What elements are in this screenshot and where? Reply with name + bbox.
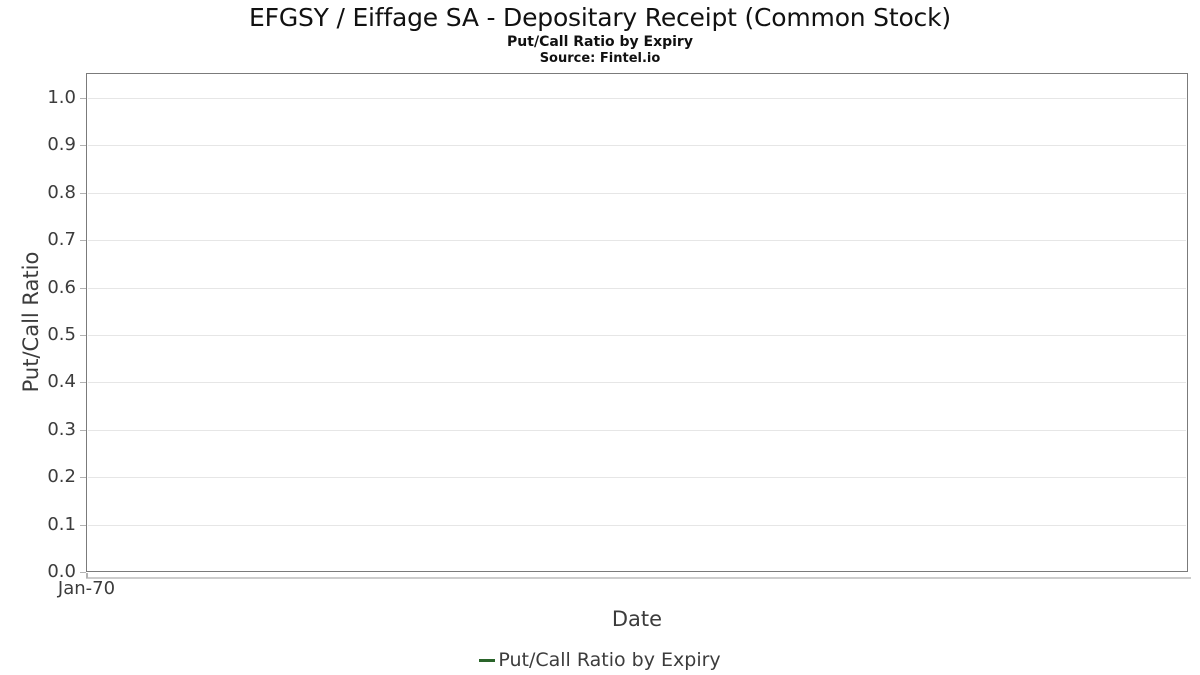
gridline xyxy=(88,145,1186,147)
y-tick-mark xyxy=(80,429,86,431)
y-tick-mark xyxy=(80,335,86,336)
y-tick-label: 0.4 xyxy=(47,371,76,393)
gridline xyxy=(88,477,1186,479)
y-tick-mark xyxy=(80,524,86,526)
y-tick-mark xyxy=(80,572,86,573)
y-tick-label: 0.7 xyxy=(47,229,76,251)
y-tick-mark xyxy=(80,287,86,289)
legend: Put/Call Ratio by Expiry xyxy=(0,647,1200,673)
y-tick-mark xyxy=(80,98,86,99)
gridline xyxy=(88,240,1186,242)
y-tick-label: 0.2 xyxy=(47,466,76,488)
legend-series-label: Put/Call Ratio by Expiry xyxy=(498,649,721,671)
y-tick-label: 0.6 xyxy=(47,276,76,298)
chart-subtitle: Put/Call Ratio by Expiry xyxy=(507,34,693,50)
gridline xyxy=(88,192,1186,194)
gridline xyxy=(88,335,1186,336)
y-tick-mark xyxy=(80,192,86,194)
x-axis-underline xyxy=(86,577,1191,579)
y-tick-label: 0.1 xyxy=(47,513,76,535)
y-tick-mark xyxy=(80,382,86,384)
y-tick-mark xyxy=(80,477,86,479)
chart-source-label: Source: Fintel.io xyxy=(539,51,661,66)
y-tick-label: 0.9 xyxy=(47,134,76,156)
y-tick-mark xyxy=(80,240,86,242)
gridline xyxy=(88,382,1186,384)
gridline xyxy=(88,429,1186,431)
y-tick-label: 1.0 xyxy=(47,87,76,108)
x-tick-mark xyxy=(86,573,88,578)
chart-title: EFGSY / Eiffage SA - Depositary Receipt … xyxy=(249,3,951,32)
gridline xyxy=(88,98,1186,99)
y-tick-label: 0.0 xyxy=(47,561,76,582)
y-tick-label: 0.8 xyxy=(47,181,76,203)
gridline xyxy=(88,287,1186,289)
y-tick-label: 0.3 xyxy=(47,418,76,440)
gridline xyxy=(88,524,1186,526)
x-axis-label: Date xyxy=(611,607,663,631)
y-tick-mark xyxy=(80,145,86,147)
x-tick-label: Jan-70 xyxy=(57,578,116,599)
plot-area xyxy=(86,73,1188,572)
legend-line-marker xyxy=(479,658,496,662)
y-tick-label: 0.5 xyxy=(47,324,76,345)
